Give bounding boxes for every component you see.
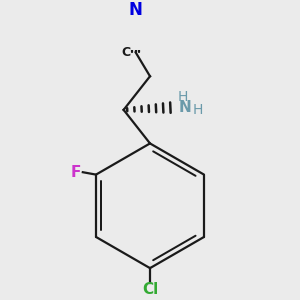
Text: Cl: Cl bbox=[142, 282, 158, 297]
Text: H: H bbox=[193, 103, 203, 117]
Text: N: N bbox=[178, 100, 191, 115]
Text: N: N bbox=[129, 1, 142, 19]
Text: H: H bbox=[177, 90, 188, 104]
Text: C: C bbox=[122, 46, 130, 59]
Text: F: F bbox=[70, 165, 81, 180]
